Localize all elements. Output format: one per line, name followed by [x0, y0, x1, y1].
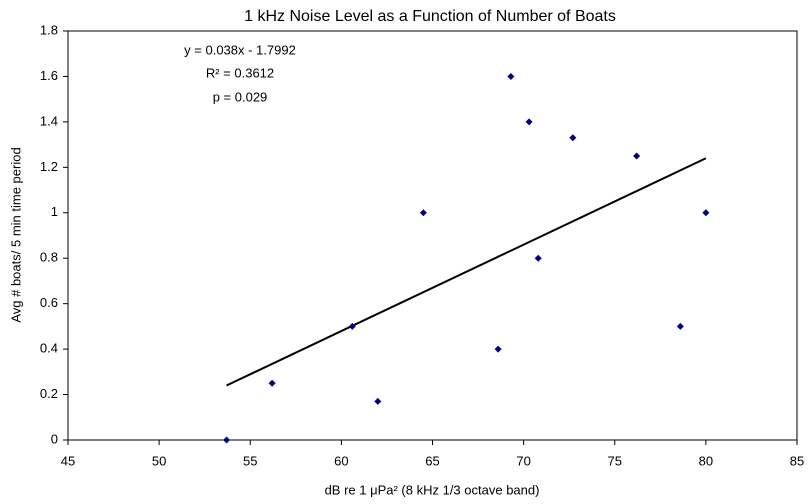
y-tick-label: 0.6 [40, 295, 58, 310]
point [419, 209, 427, 217]
annotation: p = 0.029 [213, 89, 268, 104]
y-tick-label: 1.2 [40, 159, 58, 174]
y-tick-label: 1.4 [40, 113, 58, 128]
point [702, 209, 710, 217]
trendline [226, 157, 707, 387]
point [569, 134, 577, 142]
y-tick-label: 0 [51, 431, 58, 446]
x-tick-label: 65 [425, 453, 439, 468]
y-tick-label: 1.6 [40, 68, 58, 83]
point [348, 322, 356, 330]
y-tick-label: 1.8 [40, 22, 58, 37]
x-tick-label: 55 [243, 453, 257, 468]
x-tick-label: 60 [334, 453, 348, 468]
y-axis-label: Avg # boats/ 5 min time period [8, 147, 23, 322]
y-tick-label: 0.2 [40, 386, 58, 401]
point [507, 72, 515, 80]
point [525, 118, 533, 126]
x-tick-label: 80 [699, 453, 713, 468]
plot-area [67, 30, 798, 441]
x-tick-label: 75 [608, 453, 622, 468]
point [268, 379, 276, 387]
point [676, 322, 684, 330]
annotation: R² = 0.3612 [206, 65, 274, 80]
x-tick-label: 45 [61, 453, 75, 468]
point [223, 436, 231, 444]
y-tick-label: 1 [51, 204, 58, 219]
annotation: y = 0.038x - 1.7992 [184, 42, 296, 57]
point [534, 254, 542, 262]
x-tick-label: 70 [516, 453, 530, 468]
y-tick-label: 0.4 [40, 341, 58, 356]
y-tick-label: 0.8 [40, 250, 58, 265]
point [494, 345, 502, 353]
x-tick-label: 85 [790, 453, 804, 468]
point [374, 397, 382, 405]
point [633, 152, 641, 160]
x-tick-label: 50 [152, 453, 166, 468]
chart-title: 1 kHz Noise Level as a Function of Numbe… [244, 8, 616, 25]
x-axis-label: dB re 1 μPa² (8 kHz 1/3 octave band) [325, 482, 540, 497]
